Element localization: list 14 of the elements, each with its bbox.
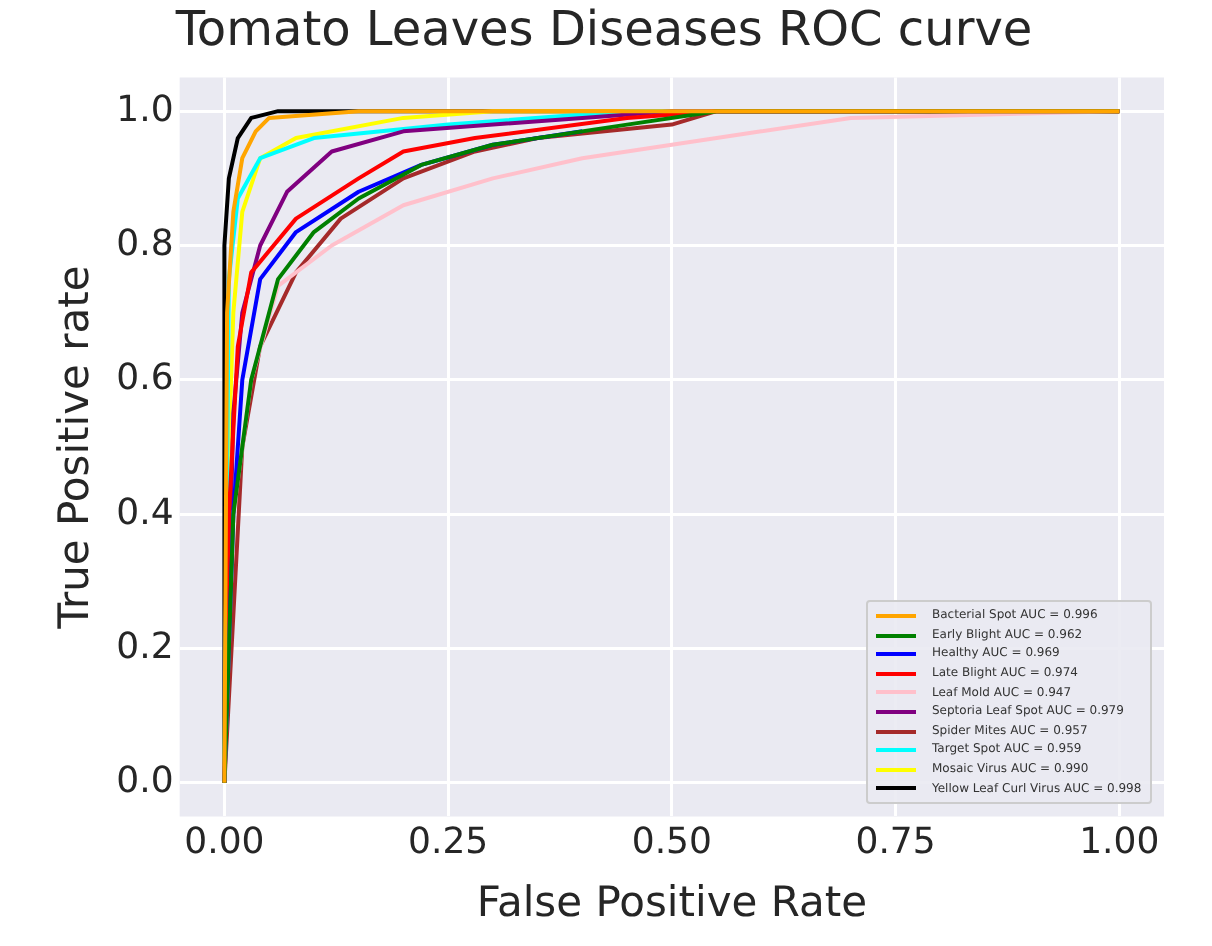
y-tick-label: 0.8 (116, 222, 174, 265)
x-tick-label: 0.75 (855, 821, 936, 864)
chart-title: Tomato Leaves Diseases ROC curve (173, 1, 1033, 58)
x-axis-title: False Positive Rate (476, 877, 868, 926)
x-tick-label: 1.00 (1079, 821, 1160, 864)
y-axis-title: True Positive rate (50, 265, 99, 631)
y-tick-label: 0.0 (116, 760, 174, 803)
y-tick-label: 0.2 (116, 625, 174, 668)
y-tick-label: 0.6 (116, 357, 174, 400)
y-tick-label: 1.0 (116, 88, 174, 131)
x-tick-label: 0.25 (408, 821, 489, 864)
x-tick-label: 0.50 (631, 821, 712, 864)
x-tick-label: 0.00 (184, 821, 265, 864)
y-tick-label: 0.4 (116, 491, 174, 534)
